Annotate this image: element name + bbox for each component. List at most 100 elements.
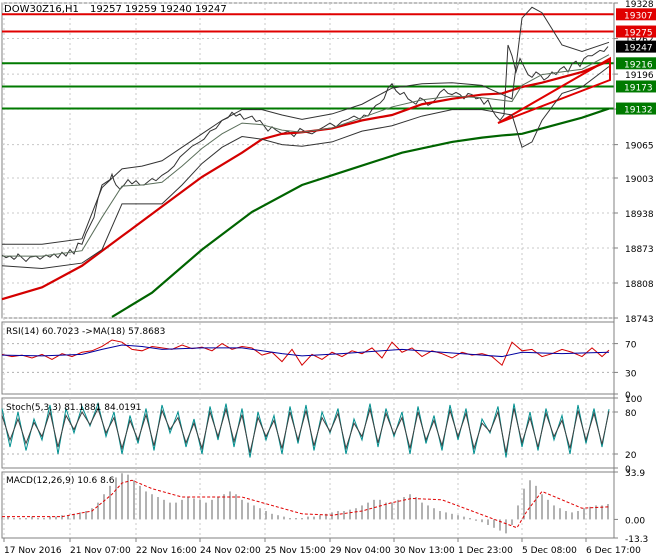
price-level-label: 19275 [624, 29, 653, 39]
macd-bar [85, 511, 87, 520]
macd-bar [337, 511, 339, 520]
macd-bar [187, 497, 189, 520]
macd-bar [505, 519, 507, 534]
current-price-tag [616, 40, 656, 53]
x-tick-label: 30 Nov 13:00 [394, 546, 455, 556]
macd-bar [229, 491, 231, 520]
price-level-label: 19132 [624, 106, 653, 116]
price-tick-label: 19003 [625, 175, 654, 185]
macd-bar [427, 505, 429, 520]
macd-bar [259, 508, 261, 520]
price-series-line [111, 107, 610, 318]
price-tick-label: 19262 [625, 36, 654, 46]
stoch-tick-label: 0 [625, 465, 631, 475]
macd-bar [409, 494, 411, 520]
macd-bar [283, 516, 285, 520]
macd-bar [271, 513, 273, 520]
price-tick-label: 18808 [625, 280, 654, 290]
price-level-tag [616, 25, 656, 38]
macd-bar [547, 499, 549, 520]
macd-bar [265, 511, 267, 520]
macd-bar [295, 518, 297, 520]
price-level-tag [616, 80, 656, 93]
macd-bar [457, 515, 459, 520]
macd-bar [361, 505, 363, 520]
macd-bar [109, 485, 111, 520]
macd-bar [151, 494, 153, 520]
macd-bar [301, 518, 303, 520]
macd-bar [421, 502, 423, 520]
macd-bar [223, 494, 225, 520]
rsi-plot [1, 339, 614, 373]
macd-bar [493, 519, 495, 528]
macd-bar [343, 511, 345, 520]
macd-bar [379, 499, 381, 520]
macd-bar [169, 502, 171, 520]
x-tick-label: 6 Dec 17:00 [586, 546, 641, 556]
macd-bar [565, 511, 567, 520]
macd-bar [577, 511, 579, 520]
panel-frame-stoch [1, 397, 615, 469]
macd-bar [73, 513, 75, 520]
price-tick-label: 18873 [625, 245, 654, 255]
macd-bar [127, 474, 129, 520]
macd-bar [49, 516, 51, 520]
macd-bar [385, 502, 387, 520]
macd-bar [445, 512, 447, 520]
price-level-label: 19307 [624, 11, 653, 21]
macd-bar [247, 502, 249, 520]
macd-bar [403, 497, 405, 520]
macd-bar [511, 519, 513, 525]
x-tick-label: 29 Nov 04:00 [330, 546, 391, 556]
macd-bar [37, 518, 39, 520]
macd-bar [589, 506, 591, 520]
macd-bar [463, 516, 465, 520]
x-tick-label: 1 Dec 23:00 [458, 546, 513, 556]
macd-bar [217, 497, 219, 520]
macd-bar [277, 515, 279, 520]
macd-bar [469, 518, 471, 520]
macd-bar [595, 505, 597, 520]
rsi-tick-label: 30 [625, 369, 637, 379]
symbol-header: DOW30Z16,H1 [4, 4, 79, 15]
macd-bar [475, 519, 477, 521]
rsi-tick-label: 0 [625, 391, 631, 401]
macd-bar [241, 499, 243, 520]
stoch-series-line [1, 407, 610, 453]
stoch-plot [1, 401, 614, 458]
macd-bar [523, 488, 525, 520]
macd-bar [43, 518, 45, 520]
macd-bar [307, 516, 309, 520]
macd-bar [415, 497, 417, 520]
price-tick-label: 18743 [625, 315, 654, 325]
main-plot [1, 6, 614, 318]
price-series-line [1, 60, 610, 301]
price-tick-label: 19065 [625, 142, 654, 152]
macd-bar [97, 502, 99, 520]
macd-bar [115, 477, 117, 520]
price-tick-label: 19328 [625, 0, 654, 10]
macd-tick-label: 33.9 [625, 469, 645, 479]
x-tick-label: 22 Nov 16:00 [136, 546, 197, 556]
price-series-line [1, 44, 609, 263]
macd-bar [553, 505, 555, 520]
stoch-label: Stoch(5,3,3) 81.1881 84.0191 [6, 403, 141, 413]
price-series-line [1, 66, 610, 269]
macd-bar [439, 511, 441, 520]
macd-bar [139, 485, 141, 520]
x-tick-label: 24 Nov 02:00 [200, 546, 261, 556]
macd-bar [199, 499, 201, 520]
ohlc-header: 19257 19259 19240 19247 [90, 4, 227, 15]
macd-bar [7, 516, 9, 520]
macd-bar [391, 502, 393, 520]
macd-bar [175, 502, 177, 520]
macd-bar [559, 508, 561, 520]
macd-bar [133, 480, 135, 520]
macd-bar [13, 518, 15, 520]
x-tick-label: 17 Nov 2016 [4, 546, 62, 556]
macd-bar [601, 505, 603, 520]
macd-bar [397, 499, 399, 520]
macd-bar [529, 480, 531, 520]
macd-bar [61, 515, 63, 520]
macd-bar [583, 508, 585, 520]
